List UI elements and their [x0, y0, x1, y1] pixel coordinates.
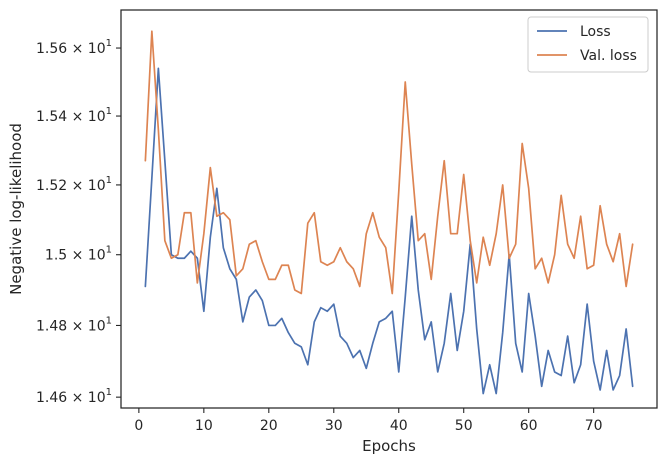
plot-area [120, 9, 658, 409]
legend-label-loss: Loss [580, 24, 611, 40]
x-tick-label-20: 20 [260, 418, 278, 434]
x-tick-label-70: 70 [585, 418, 603, 434]
y-tick-label-5: 1.56 × 101 [36, 38, 112, 57]
x-tick-label-40: 40 [390, 418, 408, 434]
x-tick-label-30: 30 [325, 418, 343, 434]
x-tick-label-0: 0 [134, 418, 143, 434]
series-line-loss [144, 67, 634, 395]
y-tick-label-2: 1.5 × 101 [45, 245, 112, 264]
x-tick-label-10: 10 [195, 418, 213, 434]
series-layer [144, 30, 634, 395]
x-axis: 0 10 20 30 40 50 60 70 [134, 408, 603, 434]
series-line-val-loss [144, 30, 634, 295]
plot-frame [120, 9, 658, 409]
y-axis-label: Negative log-likelihood [7, 123, 25, 295]
x-tick-label-60: 60 [520, 418, 538, 434]
y-tick-label-1: 1.48 × 101 [36, 315, 112, 334]
y-tick-label-0: 1.46 × 101 [36, 387, 112, 406]
x-axis-label: Epochs [362, 437, 416, 455]
y-tick-label-4: 1.54 × 101 [36, 106, 112, 125]
x-tick-label-50: 50 [455, 418, 473, 434]
y-tick-label-3: 1.52 × 101 [36, 175, 112, 194]
legend-label-val-loss: Val. loss [580, 48, 637, 64]
y-axis: 1.46 × 101 1.48 × 101 1.5 × 101 1.52 × 101 1… [36, 38, 121, 406]
legend: Loss Val. loss [527, 16, 649, 73]
